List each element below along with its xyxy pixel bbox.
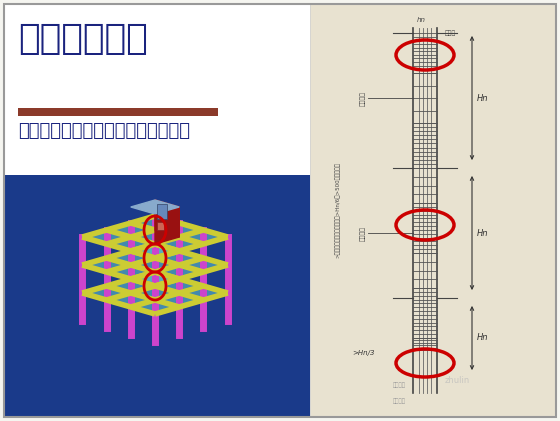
Bar (4, 4, 310, 175)
Text: 加密区域: 加密区域 (361, 226, 366, 240)
Bar (4, 175, 310, 417)
Text: 支座问题其实是力的传递路径问题。: 支座问题其实是力的传递路径问题。 (18, 122, 190, 140)
Polygon shape (82, 244, 228, 286)
Text: >柱长边尺寸（箋箋直径），>Hn/6，>500，取最大値: >柱长边尺寸（箋箋直径），>Hn/6，>500，取最大値 (335, 163, 341, 258)
Text: Hn: Hn (477, 333, 488, 343)
Text: 基础顶面: 基础顶面 (393, 382, 406, 388)
Polygon shape (82, 272, 228, 314)
Text: zhulin: zhulin (445, 376, 470, 385)
Text: 楼层面: 楼层面 (445, 30, 456, 36)
Text: 承台顶部: 承台顶部 (393, 398, 406, 404)
Polygon shape (155, 207, 179, 244)
Bar (157, 222, 164, 230)
Bar (18, 108, 218, 116)
Bar (310, 4, 556, 417)
Text: Hn: Hn (477, 93, 488, 102)
Polygon shape (82, 216, 228, 258)
Text: Hn: Hn (477, 229, 488, 237)
Text: >Hn/3: >Hn/3 (352, 350, 375, 356)
Text: hn: hn (417, 17, 426, 23)
Bar (157, 204, 167, 219)
Polygon shape (130, 200, 179, 214)
Text: 加密区域: 加密区域 (361, 91, 366, 106)
Text: 柱棁相互关联: 柱棁相互关联 (18, 22, 148, 56)
Polygon shape (155, 200, 179, 237)
